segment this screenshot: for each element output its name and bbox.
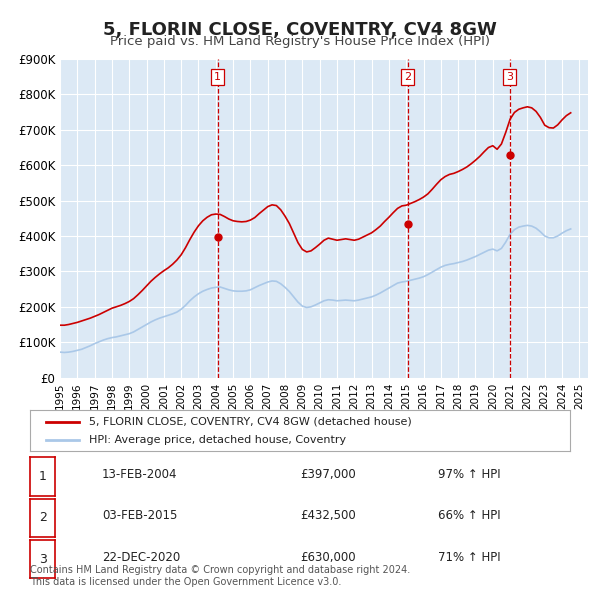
Text: 66% ↑ HPI: 66% ↑ HPI (438, 509, 500, 523)
Text: 2: 2 (38, 511, 47, 525)
Text: 3: 3 (506, 72, 513, 82)
Text: 2: 2 (404, 72, 412, 82)
Text: Contains HM Land Registry data © Crown copyright and database right 2024.
This d: Contains HM Land Registry data © Crown c… (30, 565, 410, 587)
Text: 22-DEC-2020: 22-DEC-2020 (102, 550, 180, 564)
Text: 97% ↑ HPI: 97% ↑ HPI (438, 468, 500, 481)
Text: 13-FEB-2004: 13-FEB-2004 (102, 468, 178, 481)
Text: 1: 1 (214, 72, 221, 82)
Text: 71% ↑ HPI: 71% ↑ HPI (438, 550, 500, 564)
Text: £397,000: £397,000 (300, 468, 356, 481)
Text: 03-FEB-2015: 03-FEB-2015 (102, 509, 178, 523)
Text: Price paid vs. HM Land Registry's House Price Index (HPI): Price paid vs. HM Land Registry's House … (110, 35, 490, 48)
Text: 1: 1 (38, 470, 47, 483)
Text: 5, FLORIN CLOSE, COVENTRY, CV4 8GW: 5, FLORIN CLOSE, COVENTRY, CV4 8GW (103, 21, 497, 39)
Text: HPI: Average price, detached house, Coventry: HPI: Average price, detached house, Cove… (89, 435, 347, 445)
Text: 5, FLORIN CLOSE, COVENTRY, CV4 8GW (detached house): 5, FLORIN CLOSE, COVENTRY, CV4 8GW (deta… (89, 417, 412, 427)
Text: £630,000: £630,000 (300, 550, 356, 564)
Text: 3: 3 (38, 552, 47, 566)
Text: £432,500: £432,500 (300, 509, 356, 523)
